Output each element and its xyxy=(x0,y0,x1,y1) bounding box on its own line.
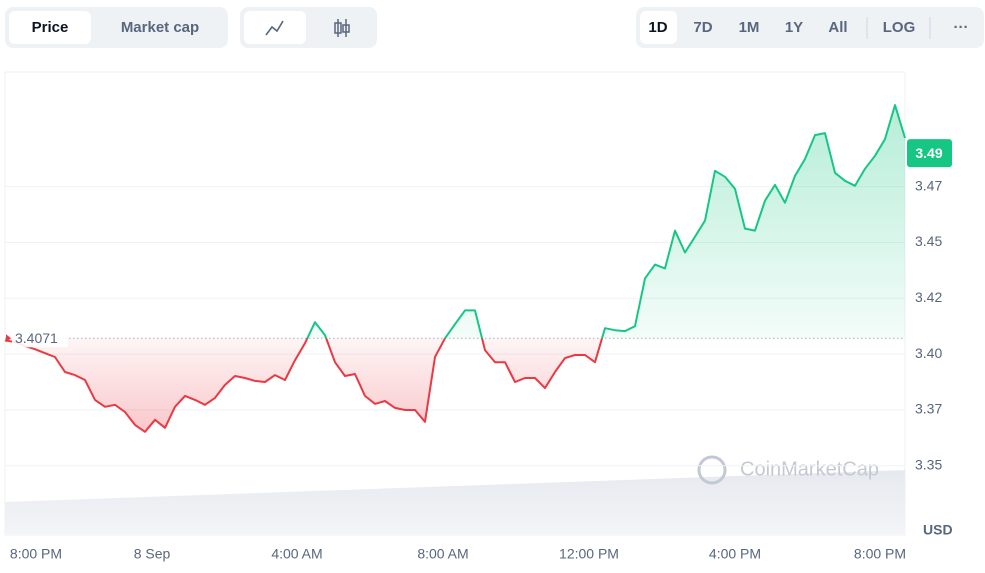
range-button[interactable]: 1D xyxy=(648,19,667,36)
y-tick-label: 3.40 xyxy=(915,345,942,361)
baseline-label-bg xyxy=(12,329,68,348)
range-button[interactable]: ··· xyxy=(954,19,969,36)
range-button[interactable]: LOG xyxy=(883,19,916,36)
range-button[interactable]: 7D xyxy=(693,19,712,36)
volume-band xyxy=(5,470,905,535)
price-tag-label: 3.49 xyxy=(915,145,942,161)
line-button[interactable] xyxy=(244,11,306,44)
range-button[interactable]: All xyxy=(828,19,847,36)
currency: USD xyxy=(923,522,953,538)
x-tick-label: 8:00 PM xyxy=(854,546,906,562)
area xyxy=(5,105,905,432)
tab-active[interactable] xyxy=(9,11,91,44)
x-tick-label: 12:00 PM xyxy=(559,546,619,562)
range-active[interactable] xyxy=(640,11,677,44)
x-tick-label: 8 Sep xyxy=(134,546,171,562)
y-tick-label: 3.37 xyxy=(915,401,942,417)
x-tick-label: 8:00 PM xyxy=(10,546,62,562)
y-tick-label: 3.42 xyxy=(915,289,942,305)
x-tick-label: 4:00 PM xyxy=(709,546,761,562)
range-group xyxy=(636,7,984,48)
line-icon xyxy=(265,20,284,36)
x-tick-label: 8:00 AM xyxy=(417,546,468,562)
baseline-label: 3.4071 xyxy=(15,330,58,346)
watermark: CoinMarketCap xyxy=(740,458,879,480)
range-button[interactable]: 1Y xyxy=(785,19,803,36)
x-tick-label: 4:00 AM xyxy=(271,546,322,562)
tab[interactable]: Market cap xyxy=(121,19,199,36)
watermark-logo xyxy=(697,455,727,485)
range-button[interactable]: 1M xyxy=(739,19,760,36)
y-tick-label: 3.45 xyxy=(915,233,942,249)
candle-icon[interactable] xyxy=(334,19,350,37)
y-tick-label: 3.35 xyxy=(915,456,942,472)
tab[interactable]: Price xyxy=(32,19,69,36)
baseline-marker xyxy=(6,334,11,343)
price-tag xyxy=(907,139,952,168)
price-line xyxy=(4,104,906,433)
y-tick-label: 3.47 xyxy=(915,177,942,193)
